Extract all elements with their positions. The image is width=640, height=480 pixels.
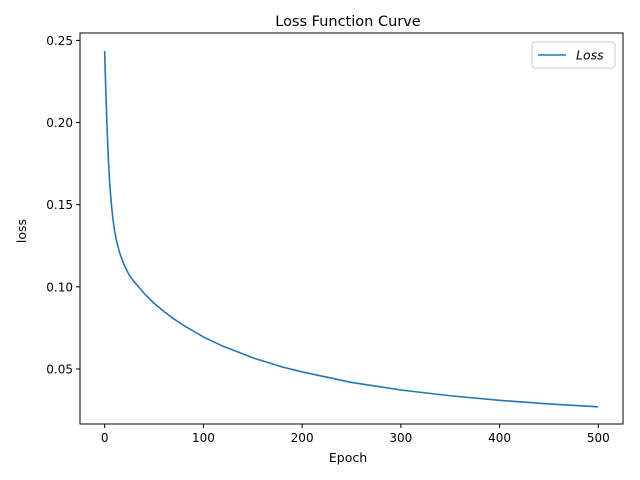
- x-tick-label: 300: [389, 431, 412, 445]
- x-tick-label: 500: [587, 431, 610, 445]
- y-tick-label: 0.10: [46, 280, 73, 294]
- x-tick-label: 200: [291, 431, 314, 445]
- y-tick-label: 0.15: [46, 198, 73, 212]
- chart-title: Loss Function Curve: [275, 14, 421, 30]
- plot-area: 0 100 200 300 400 500 0.05 0.10 0.15 0.20 0.25: [46, 32, 624, 445]
- y-tick-label: 0.20: [46, 116, 73, 130]
- axes-frame: [79, 32, 624, 425]
- y-tick-label: 0.05: [46, 362, 73, 376]
- y-axis-label: loss: [14, 219, 29, 243]
- x-tick-label: 100: [192, 431, 215, 445]
- series-line-loss: [103, 51, 599, 408]
- y-tick-label: 0.25: [46, 34, 73, 48]
- x-tick-label: 0: [101, 431, 109, 445]
- legend: Loss: [531, 41, 616, 69]
- legend-label-loss: Loss: [576, 48, 604, 63]
- legend-box: [531, 41, 616, 69]
- x-axis-label: Epoch: [329, 450, 367, 465]
- x-tick-label: 400: [488, 431, 511, 445]
